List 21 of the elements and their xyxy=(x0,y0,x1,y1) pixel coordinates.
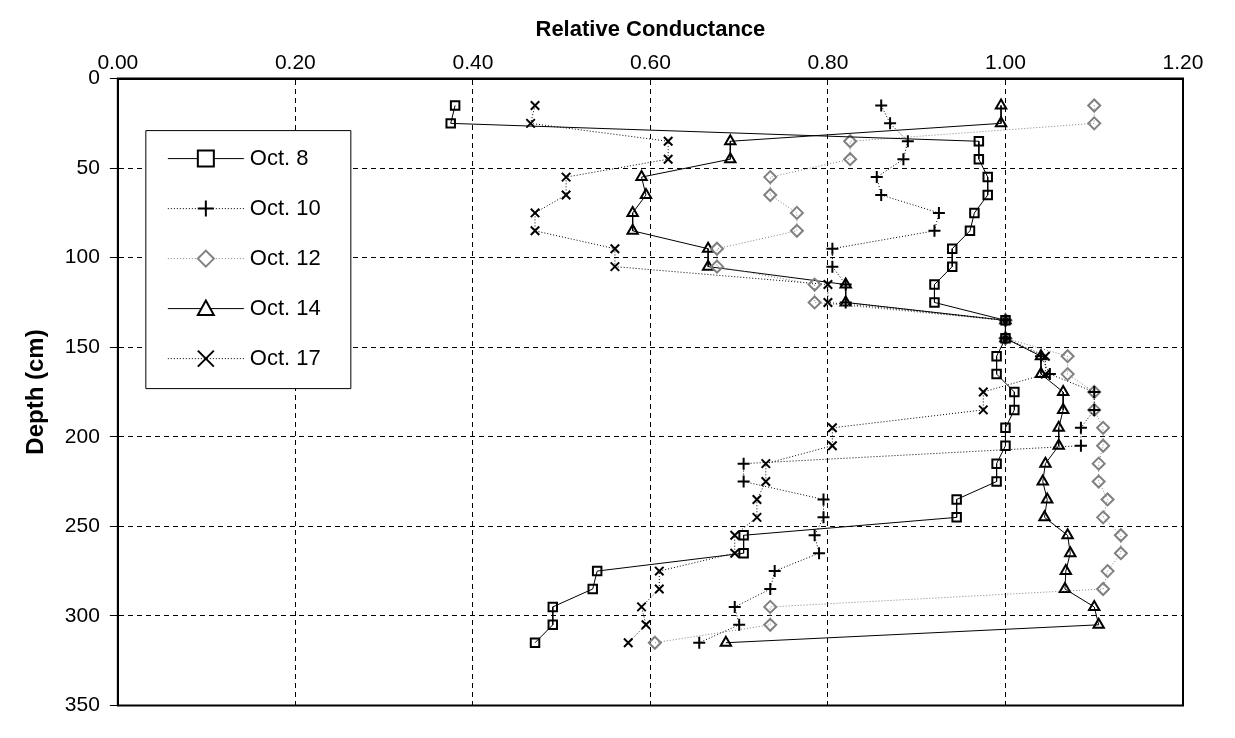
y-tick-label: 0 xyxy=(88,65,100,89)
x-tick-label: 0.80 xyxy=(807,49,849,73)
y-tick-label: 100 xyxy=(64,244,100,268)
y-tick-label: 350 xyxy=(64,692,100,716)
x-axis-title: Relative Conductance xyxy=(535,16,766,42)
legend-label: Oct. 8 xyxy=(249,144,309,170)
x-tick-label: 0.20 xyxy=(274,49,316,73)
x-tick-label: 0.40 xyxy=(452,49,494,73)
x-tick-label: 1.00 xyxy=(985,49,1026,73)
y-axis-title: Depth (cm) xyxy=(21,329,49,455)
legend-label: Oct. 10 xyxy=(249,194,321,220)
y-tick-label: 250 xyxy=(64,513,100,537)
x-tick-label: 1.20 xyxy=(1162,49,1204,73)
legend-label: Oct. 17 xyxy=(249,344,321,370)
y-tick-label: 50 xyxy=(76,154,100,178)
y-tick-label: 200 xyxy=(64,423,100,447)
y-tick-label: 150 xyxy=(64,334,100,358)
legend-label: Oct. 14 xyxy=(249,294,321,320)
y-tick-label: 300 xyxy=(64,602,100,626)
legend-label: Oct. 12 xyxy=(249,244,321,270)
x-tick-label: 0.60 xyxy=(629,49,671,73)
